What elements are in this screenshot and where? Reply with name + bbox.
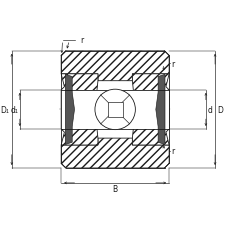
Polygon shape: [61, 52, 168, 81]
Text: r: r: [171, 60, 174, 69]
Text: B: B: [112, 184, 117, 193]
Polygon shape: [155, 75, 164, 145]
Polygon shape: [61, 139, 168, 168]
Polygon shape: [61, 90, 168, 129]
Polygon shape: [132, 74, 168, 145]
Text: d: d: [207, 105, 212, 114]
Text: r: r: [80, 35, 83, 44]
Circle shape: [95, 90, 135, 130]
Polygon shape: [65, 75, 74, 145]
Text: r: r: [171, 147, 174, 155]
Text: D₁: D₁: [0, 105, 9, 114]
Text: d₁: d₁: [11, 105, 19, 114]
Polygon shape: [61, 74, 98, 145]
Polygon shape: [107, 103, 122, 117]
Text: D: D: [216, 105, 222, 114]
